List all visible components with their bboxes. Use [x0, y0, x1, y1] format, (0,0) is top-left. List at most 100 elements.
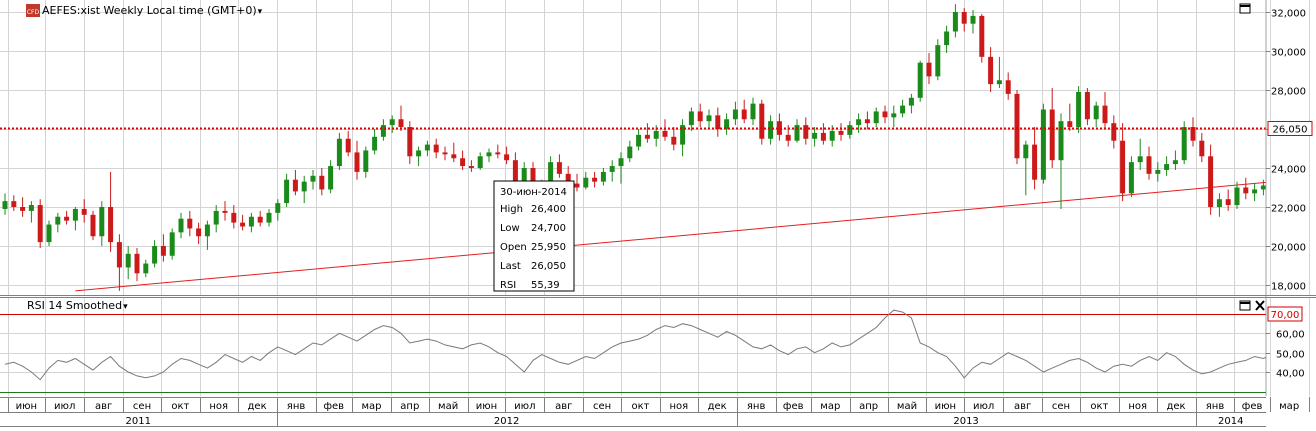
candle-body	[495, 152, 500, 154]
candle-body	[267, 213, 272, 223]
candle-body	[117, 242, 122, 267]
rsi-tick-label: 40,00	[1276, 369, 1305, 380]
candle-body	[839, 131, 844, 135]
month-label: авг	[95, 401, 112, 412]
candle-body	[20, 207, 25, 211]
candle-body	[1261, 186, 1266, 190]
candle-body	[733, 110, 738, 120]
candle-body	[381, 125, 386, 137]
candle-body	[619, 158, 624, 166]
candle[interactable]	[1041, 104, 1046, 184]
month-label: апр	[400, 401, 419, 412]
month-label: фев	[783, 401, 804, 412]
month-label: май	[438, 401, 458, 412]
candle[interactable]	[170, 228, 175, 259]
candle-body	[187, 219, 192, 229]
candle-body	[935, 45, 940, 76]
rsi-header[interactable]: RSI 14 Smoothed	[27, 299, 122, 312]
candle-body	[399, 119, 404, 127]
candle-body	[583, 178, 588, 188]
candle-body	[390, 119, 395, 125]
candle-body	[1059, 121, 1064, 160]
candle-body	[874, 111, 879, 123]
candle-body	[434, 145, 439, 153]
candle-body	[812, 133, 817, 139]
candle-body	[443, 152, 448, 154]
month-label: июл	[54, 401, 75, 412]
candle-body	[99, 207, 104, 236]
candle-body	[821, 133, 826, 141]
candle-body	[715, 115, 720, 129]
month-label: июл	[514, 401, 535, 412]
candle[interactable]	[91, 211, 96, 240]
candle-body	[355, 152, 360, 172]
year-label: 2014	[1218, 416, 1243, 427]
candle[interactable]	[979, 14, 984, 63]
candle-body	[328, 166, 333, 189]
candle-body	[1085, 92, 1090, 119]
month-label: сен	[1052, 401, 1070, 412]
candle-body	[1094, 106, 1099, 120]
candle-body	[135, 254, 140, 273]
candle-body	[1208, 156, 1213, 207]
price-tick-label: 18,000	[1271, 282, 1306, 293]
candle-body	[856, 119, 861, 125]
candle[interactable]	[918, 61, 923, 102]
candle-body	[803, 125, 808, 139]
instrument-type-text: CFD	[27, 9, 40, 16]
month-label: июн	[935, 401, 956, 412]
month-label: янв	[1206, 401, 1225, 412]
month-label: окт	[1090, 401, 1108, 412]
candle-body	[654, 131, 659, 139]
candle-body	[1041, 110, 1046, 180]
year-label: 2013	[953, 416, 978, 427]
year-label: 2011	[126, 416, 151, 427]
month-label: ноя	[209, 401, 228, 412]
month-label: апр	[859, 401, 878, 412]
chevron-down-icon[interactable]: ▾	[258, 7, 263, 17]
candle[interactable]	[1015, 90, 1020, 164]
candle-body	[786, 135, 791, 141]
candle-body	[795, 125, 800, 141]
candle-body	[1217, 199, 1222, 207]
candle-body	[425, 145, 430, 151]
month-label: янв	[747, 401, 766, 412]
candle[interactable]	[38, 199, 43, 248]
rsi-tick-label: 60,00	[1276, 330, 1305, 341]
candle-body	[143, 264, 148, 274]
candle[interactable]	[935, 39, 940, 80]
candle-body	[416, 150, 421, 156]
candle-body	[1076, 92, 1081, 127]
candle[interactable]	[759, 100, 764, 145]
candle-body	[962, 12, 967, 24]
candle-body	[759, 104, 764, 139]
tooltip-value: 25,950	[531, 242, 566, 253]
month-label: ноя	[1128, 401, 1147, 412]
candle[interactable]	[1129, 156, 1134, 197]
candle-body	[1050, 110, 1055, 161]
rsi-maximize-icon[interactable]	[1240, 301, 1250, 310]
candle-body	[997, 80, 1002, 84]
month-label: июн	[476, 401, 497, 412]
candle-body	[1111, 123, 1116, 141]
candle-body	[258, 217, 263, 223]
candle-body	[627, 147, 632, 159]
tooltip-label: Last	[500, 261, 521, 272]
candle[interactable]	[1076, 86, 1081, 133]
year-label: 2012	[494, 416, 519, 427]
month-label: май	[897, 401, 917, 412]
candle-body	[1103, 106, 1108, 124]
candle-body	[751, 104, 756, 120]
month-label: мар	[361, 401, 381, 412]
price-tick-label: 24,000	[1271, 165, 1306, 176]
chevron-down-icon[interactable]: ▾	[123, 302, 128, 312]
candle-body	[891, 113, 896, 117]
candle-body	[575, 184, 580, 188]
candle-body	[284, 180, 289, 203]
maximize-icon[interactable]	[1240, 4, 1250, 13]
month-label: авг	[1014, 401, 1031, 412]
month-label: мар	[1279, 401, 1299, 412]
chart-header[interactable]: CFD AEFES:xist Weekly Local time (GMT+0)	[26, 4, 257, 17]
month-label: дек	[248, 401, 267, 412]
